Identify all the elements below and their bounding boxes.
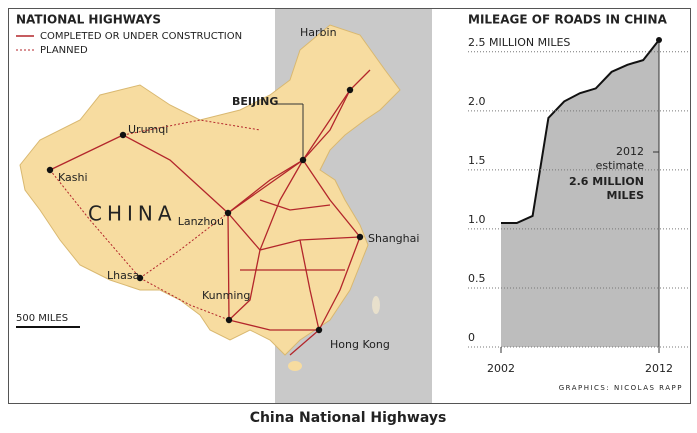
city-label: Shanghai [368,232,419,245]
planned-roads [49,119,261,321]
city-label: Lhasa [107,269,139,282]
annotation: estimate [596,159,645,172]
city-dot [224,209,232,217]
annotation-highlight: 2.6 MILLION [569,175,644,188]
annotation: 2012 [616,145,644,158]
city-dot [315,326,323,334]
x-tick-label: 2012 [645,362,673,375]
legend-label: PLANNED [40,45,88,56]
city-dot [46,166,54,174]
x-tick-label: 2002 [487,362,515,375]
legend-label: COMPLETED OR UNDER CONSTRUCTION [40,31,242,42]
area [501,40,659,347]
city-label: Kashi [58,171,88,184]
city-label: Kunming [202,289,250,302]
city-label: Hong Kong [330,338,390,351]
city-dot [356,233,364,241]
chart-title: MILEAGE OF ROADS IN CHINA [468,13,668,27]
city-label: Urumqi [128,123,168,136]
city-dot [346,86,354,94]
china-shape [19,24,401,356]
y-tick-label: 2.0 [468,95,486,108]
city-dot [299,156,307,164]
line [501,39,660,225]
city-label: Harbin [300,26,337,39]
y-tick-label: 1.0 [468,213,486,226]
city-dot [225,316,233,324]
taiwan [372,296,380,314]
y-tick-label: 2.5 MILLION MILES [468,36,570,49]
y-tick-label: 0.5 [468,272,486,285]
caption: China National Highways [250,410,447,426]
scale-label: 500 MILES [16,313,68,324]
city-dot [119,131,127,139]
city-label: BEIJING [232,95,278,108]
y-tick-label: 0 [468,331,475,344]
end-point [656,37,662,43]
map [16,9,432,403]
country-label: CHINA [88,202,177,226]
y-tick-label: 1.5 [468,154,486,167]
city-label: Lanzhou [178,215,224,228]
credit: GRAPHICS: NICOLAS RAPP [559,384,683,392]
hainan [288,361,302,371]
city-dot [136,274,144,282]
map-title: NATIONAL HIGHWAYS [16,13,161,27]
annotation-highlight: MILES [607,189,645,202]
